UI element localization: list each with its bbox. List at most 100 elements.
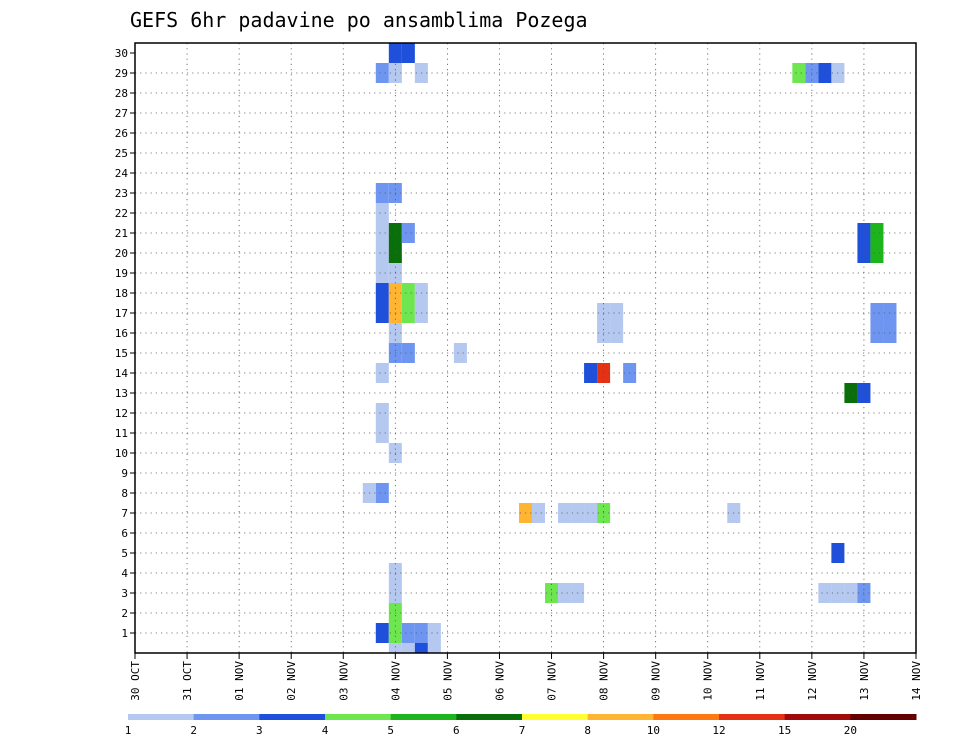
y-tick-label: 18: [115, 287, 128, 300]
y-tick-label: 26: [115, 127, 128, 140]
heatmap-cell: [427, 643, 441, 653]
x-tick-label: 13 NOV: [858, 661, 871, 701]
heatmap-cell: [375, 483, 389, 503]
colorbar-label: 12: [712, 724, 725, 737]
heatmap-cell: [375, 263, 389, 283]
colorbar-swatch: [456, 714, 523, 720]
heatmap-cell: [401, 343, 415, 363]
colorbar-swatch: [784, 714, 851, 720]
colorbar-label: 2: [190, 724, 197, 737]
heatmap-cell: [388, 643, 402, 653]
colorbar-label: 1: [125, 724, 132, 737]
heatmap-cell: [401, 643, 415, 653]
y-tick-label: 6: [121, 527, 128, 540]
y-tick-label: 15: [115, 347, 128, 360]
y-tick-label: 17: [115, 307, 128, 320]
heatmap-cell: [375, 303, 389, 323]
heatmap-cell: [375, 63, 389, 83]
x-tick-label: 30 OCT: [129, 661, 142, 701]
heatmap-cell: [401, 623, 415, 643]
colorbar-swatch: [850, 714, 917, 720]
colorbar-label: 7: [519, 724, 526, 737]
x-tick-label: 31 OCT: [181, 661, 194, 701]
y-tick-label: 10: [115, 447, 128, 460]
colorbar-label: 20: [844, 724, 857, 737]
colorbar-swatch: [390, 714, 457, 720]
y-axis: 1234567891011121314151617181920212223242…: [115, 47, 135, 640]
heatmap-cell: [427, 623, 441, 643]
heatmap-cell: [870, 223, 884, 243]
heatmap-cell: [844, 383, 858, 403]
colorbar-swatch: [719, 714, 786, 720]
y-tick-label: 14: [115, 367, 129, 380]
y-tick-label: 2: [121, 607, 128, 620]
heatmap-cell: [610, 323, 624, 343]
colorbar-swatch: [653, 714, 720, 720]
heatmap-cell: [375, 423, 389, 443]
x-tick-label: 02 NOV: [285, 661, 298, 701]
heatmap-cell: [453, 343, 467, 363]
heatmap-cell: [401, 223, 415, 243]
plot-frame: [134, 42, 917, 654]
heatmap-cell: [870, 243, 884, 263]
y-tick-label: 20: [115, 247, 128, 260]
y-tick-label: 8: [121, 487, 128, 500]
heatmap-cell: [584, 363, 598, 383]
colorbar-label: 5: [387, 724, 394, 737]
colorbar-label: 4: [322, 724, 329, 737]
heatmap-cell: [818, 63, 832, 83]
colorbar-swatch: [587, 714, 654, 720]
heatmap-cell: [844, 583, 858, 603]
heatmap-cells: [362, 43, 897, 653]
heatmap-cell: [375, 243, 389, 263]
y-tick-label: 25: [115, 147, 128, 160]
heatmap-cell: [870, 323, 884, 343]
x-axis: 30 OCT 31 OCT 01 NOV 02 NOV 03 NOV 04 NOV 05 N…: [129, 653, 923, 701]
y-tick-label: 24: [115, 167, 129, 180]
heatmap-cell: [558, 583, 572, 603]
y-tick-label: 9: [121, 467, 128, 480]
x-tick-label: 10 NOV: [702, 661, 715, 701]
heatmap-cell: [375, 183, 389, 203]
y-tick-label: 30: [115, 47, 128, 60]
x-tick-label: 14 NOV: [910, 661, 923, 701]
colorbar-label: 15: [778, 724, 791, 737]
colorbar-label: 8: [584, 724, 591, 737]
colorbar: 1 2 3 4 5 6 7 8 10 12 15 20: [125, 714, 917, 737]
heatmap-cell: [375, 203, 389, 223]
colorbar-swatch: [325, 714, 392, 720]
y-tick-label: 19: [115, 267, 128, 280]
grid-lines: [135, 43, 916, 653]
heatmap-cell: [558, 503, 572, 523]
y-tick-label: 28: [115, 87, 128, 100]
heatmap-cell: [870, 303, 884, 323]
x-tick-label: 12 NOV: [806, 661, 819, 701]
colorbar-swatch: [193, 714, 260, 720]
x-tick-label: 05 NOV: [441, 661, 454, 701]
y-tick-label: 16: [115, 327, 128, 340]
y-tick-label: 13: [115, 387, 128, 400]
y-tick-label: 27: [115, 107, 128, 120]
heatmap-cell: [818, 583, 832, 603]
heatmap-cell: [375, 363, 389, 383]
y-tick-label: 29: [115, 67, 128, 80]
x-tick-label: 09 NOV: [650, 661, 663, 701]
y-tick-label: 5: [121, 547, 128, 560]
heatmap-cell: [792, 63, 806, 83]
x-tick-label: 08 NOV: [598, 661, 611, 701]
y-tick-label: 7: [121, 507, 128, 520]
colorbar-swatch: [128, 714, 195, 720]
x-tick-label: 07 NOV: [546, 661, 559, 701]
y-tick-label: 3: [121, 587, 128, 600]
heatmap-cell: [401, 283, 415, 303]
colorbar-label: 3: [256, 724, 263, 737]
x-tick-label: 06 NOV: [493, 661, 506, 701]
heatmap-cell: [610, 303, 624, 323]
heatmap-cell: [401, 303, 415, 323]
colorbar-label: 10: [647, 724, 660, 737]
heatmap-cell: [388, 43, 402, 63]
heatmap-cell: [532, 503, 546, 523]
y-tick-label: 11: [115, 427, 128, 440]
heatmap-cell: [414, 643, 428, 653]
